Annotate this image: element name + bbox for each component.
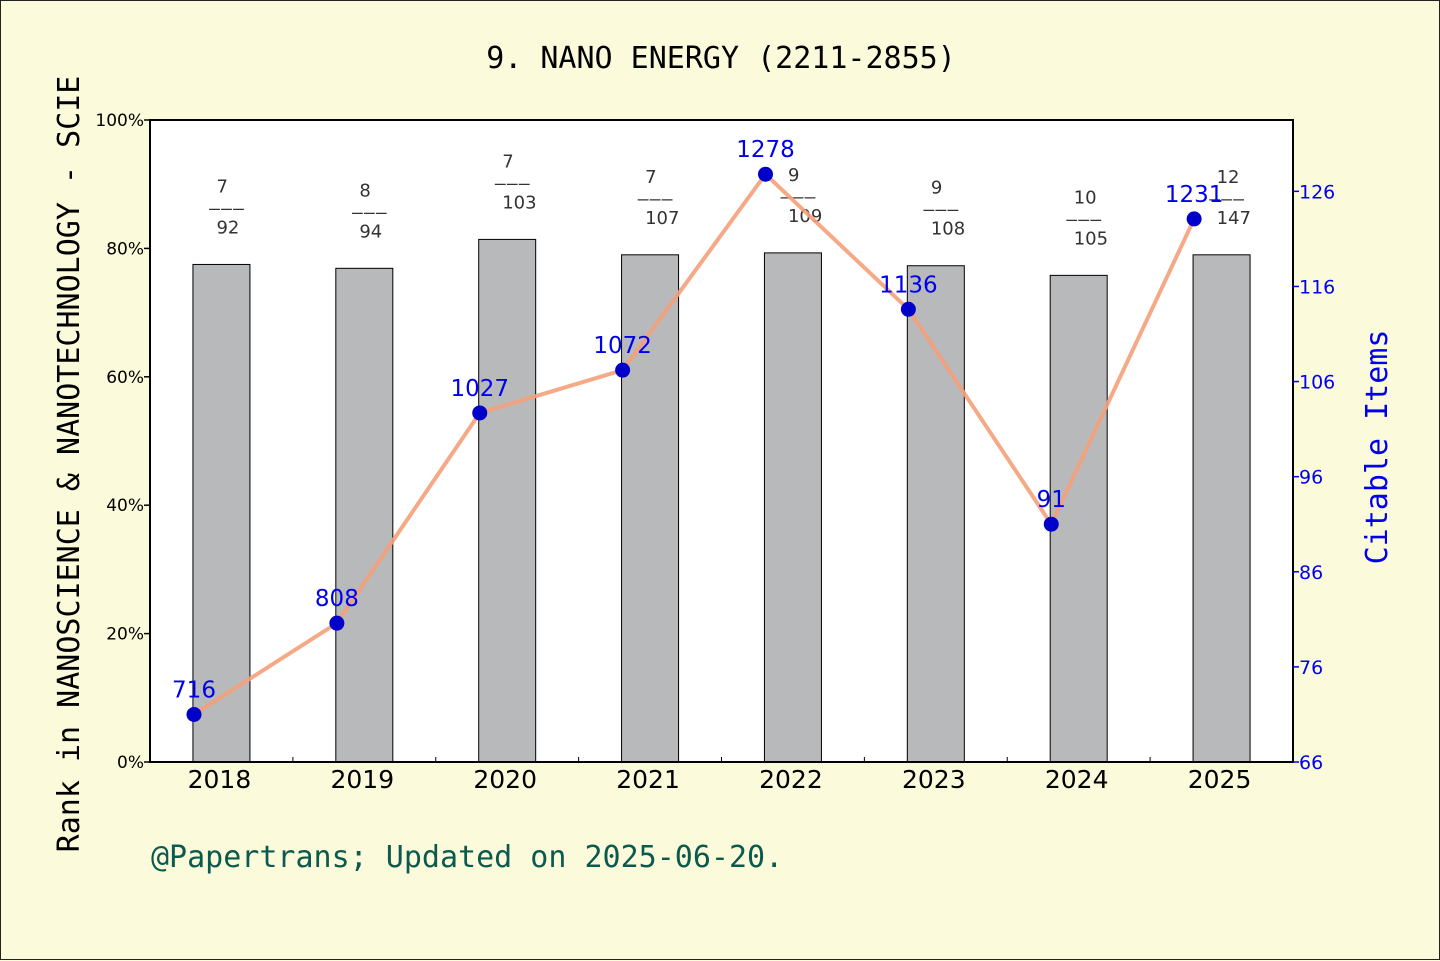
bar-fraction-line: ——— (494, 173, 530, 194)
y2-tick-label: 116 (1299, 276, 1335, 298)
bar-total-label: 108 (931, 219, 965, 240)
bar-fraction-line: ——— (1209, 189, 1245, 210)
line-point-2022 (758, 166, 773, 182)
plot-area (150, 120, 1293, 762)
x-tick-label: 2025 (1188, 765, 1252, 794)
line-point-label: 716 (172, 677, 216, 703)
x-tick-label: 2023 (902, 765, 966, 794)
y2-axis-label: Citable Items (1360, 330, 1395, 565)
bar-rank-label: 10 (1074, 187, 1097, 208)
bar-2020 (478, 238, 537, 763)
y2-tick-label: 106 (1299, 372, 1335, 394)
x-tick-label: 2020 (473, 765, 537, 794)
bar-fraction-line: ——— (208, 198, 244, 219)
line-point-label: 1231 (1165, 182, 1224, 208)
y-tick-label: 40% (106, 496, 144, 516)
bar-2023 (906, 265, 965, 763)
bar-2019 (335, 267, 394, 763)
bar-rank-label: 12 (1217, 167, 1240, 188)
bar-rank-label: 7 (502, 151, 513, 172)
citable-items-line (192, 172, 1196, 717)
bar-2018 (192, 263, 251, 763)
bar-total-label: 107 (645, 208, 679, 229)
line-point-label: 1027 (450, 376, 509, 402)
bar-total-label: 92 (216, 217, 239, 238)
line-point-label: 1278 (736, 137, 795, 163)
y2-tick-label: 86 (1299, 562, 1323, 584)
bar-2021 (621, 254, 680, 763)
line-point-2023 (900, 301, 916, 317)
line-point-label: 91 (1037, 487, 1066, 513)
bar-total-label: 94 (359, 221, 382, 242)
line-point-2020 (472, 405, 488, 421)
bar-fraction-line: ——— (1066, 209, 1102, 230)
line-point-2025 (1186, 211, 1202, 227)
x-tick-label: 2019 (331, 765, 395, 794)
chart-title: 9. NANO ENERGY (2211-2855) (486, 41, 956, 76)
bar-fraction-line: ——— (923, 200, 959, 221)
y2-tick-label: 126 (1299, 181, 1335, 203)
bar-fraction-line: ——— (351, 202, 387, 223)
bar-rank-label: 9 (788, 165, 799, 186)
line-point-2019 (329, 615, 345, 631)
x-tick-label: 2021 (616, 765, 680, 794)
y2-tick-label: 66 (1299, 752, 1323, 774)
y-tick-label: 60% (106, 368, 144, 388)
bar-rank-label: 8 (359, 180, 370, 201)
line-point-label: 1136 (879, 272, 938, 298)
y2-tick-label: 76 (1299, 657, 1323, 679)
y-tick-label: 80% (106, 239, 144, 259)
bar-rank-label: 9 (931, 178, 942, 199)
y-tick-label: 20% (106, 625, 144, 645)
y-axis-label: Rank in NANOSCIENCE & NANOTECHNOLOGY - S… (52, 76, 87, 853)
line-point-label: 1072 (593, 333, 652, 359)
line-point-2018 (186, 706, 202, 722)
line-point-2021 (615, 362, 631, 378)
footer-credit: @Papertrans; Updated on 2025-06-20. (151, 840, 783, 875)
bar-total-label: 105 (1074, 228, 1108, 249)
bar-2025 (1192, 254, 1251, 763)
bar-total-label: 103 (502, 192, 536, 213)
bar-2022 (763, 252, 822, 763)
bar-2024 (1049, 274, 1108, 763)
bar-rank-label: 7 (216, 176, 227, 197)
bar-fraction-line: ——— (780, 187, 816, 208)
x-tick-label: 2024 (1045, 765, 1109, 794)
y-tick-label: 0% (117, 753, 144, 773)
bar-total-label: 147 (1217, 208, 1251, 229)
line-point-2024 (1043, 516, 1059, 532)
x-tick-label: 2022 (759, 765, 823, 794)
bar-fraction-line: ——— (637, 189, 673, 210)
line-point-label: 808 (315, 586, 359, 612)
y-tick-label: 100% (95, 111, 144, 131)
x-tick-label: 2018 (188, 765, 252, 794)
y2-tick-label: 96 (1299, 467, 1323, 489)
bar-rank-label: 7 (645, 167, 656, 188)
